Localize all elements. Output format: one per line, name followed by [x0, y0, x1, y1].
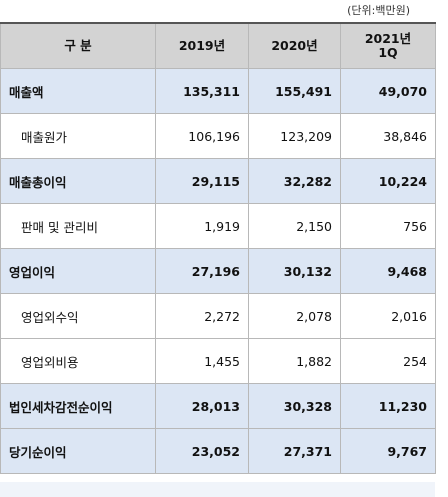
header-category: 구 분 — [0, 22, 156, 69]
income-statement-table: 구 분 2019년 2020년 2021년 1Q 매출액 135,311 155,4… — [0, 22, 436, 474]
value-2020: 30,328 — [248, 383, 341, 429]
value-2020: 30,132 — [248, 248, 341, 294]
table-row: 영업외비용 1,455 1,882 254 — [0, 338, 436, 384]
row-label: 매출액 — [0, 68, 156, 114]
header-2021-1q-line2: 1Q — [378, 45, 398, 60]
table-row: 매출원가 106,196 123,209 38,846 — [0, 113, 436, 159]
row-label: 영업이익 — [0, 248, 156, 294]
bottom-band — [0, 482, 435, 497]
table-header-row: 구 분 2019년 2020년 2021년 1Q — [0, 22, 436, 69]
value-2021-1q: 9,767 — [340, 428, 436, 474]
value-2019: 27,196 — [155, 248, 249, 294]
table-row: 영업이익 27,196 30,132 9,468 — [0, 248, 436, 294]
value-2019: 1,455 — [155, 338, 249, 384]
row-label: 매출원가 — [0, 113, 156, 159]
row-label: 판매 및 관리비 — [0, 203, 156, 249]
header-2020: 2020년 — [248, 22, 341, 69]
value-2021-1q: 10,224 — [340, 158, 436, 204]
row-label: 매출총이익 — [0, 158, 156, 204]
value-2019: 106,196 — [155, 113, 249, 159]
table-row: 매출총이익 29,115 32,282 10,224 — [0, 158, 436, 204]
value-2021-1q: 2,016 — [340, 293, 436, 339]
header-2021-1q-line1: 2021년 — [364, 31, 412, 46]
header-2021-1q: 2021년 1Q — [340, 22, 436, 69]
value-2021-1q: 49,070 — [340, 68, 436, 114]
value-2021-1q: 9,468 — [340, 248, 436, 294]
value-2020: 2,150 — [248, 203, 341, 249]
value-2019: 29,115 — [155, 158, 249, 204]
header-2019: 2019년 — [155, 22, 249, 69]
row-label: 법인세차감전순이익 — [0, 383, 156, 429]
table-row: 당기순이익 23,052 27,371 9,767 — [0, 428, 436, 474]
value-2019: 1,919 — [155, 203, 249, 249]
value-2020: 2,078 — [248, 293, 341, 339]
income-statement-table-wrap: 구 분 2019년 2020년 2021년 1Q 매출액 135,311 155,4… — [0, 22, 436, 474]
value-2021-1q: 756 — [340, 203, 436, 249]
value-2019: 2,272 — [155, 293, 249, 339]
row-label: 영업외수익 — [0, 293, 156, 339]
row-label: 당기순이익 — [0, 428, 156, 474]
table-row: 매출액 135,311 155,491 49,070 — [0, 68, 436, 114]
value-2020: 32,282 — [248, 158, 341, 204]
unit-note: (단위:백만원) — [347, 4, 410, 17]
value-2021-1q: 254 — [340, 338, 436, 384]
table-row: 영업외수익 2,272 2,078 2,016 — [0, 293, 436, 339]
value-2019: 23,052 — [155, 428, 249, 474]
value-2021-1q: 11,230 — [340, 383, 436, 429]
value-2019: 28,013 — [155, 383, 249, 429]
table-row: 법인세차감전순이익 28,013 30,328 11,230 — [0, 383, 436, 429]
value-2020: 155,491 — [248, 68, 341, 114]
value-2021-1q: 38,846 — [340, 113, 436, 159]
value-2020: 27,371 — [248, 428, 341, 474]
row-label: 영업외비용 — [0, 338, 156, 384]
value-2020: 1,882 — [248, 338, 341, 384]
value-2019: 135,311 — [155, 68, 249, 114]
table-row: 판매 및 관리비 1,919 2,150 756 — [0, 203, 436, 249]
value-2020: 123,209 — [248, 113, 341, 159]
